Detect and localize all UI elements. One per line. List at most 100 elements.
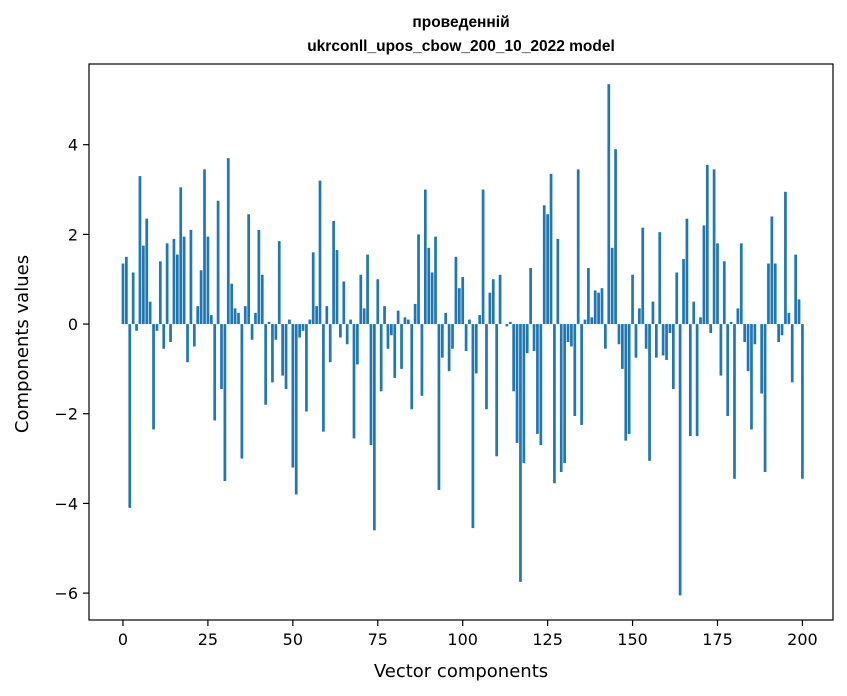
bar-134	[576, 169, 580, 325]
y-tick-label: −2	[54, 405, 78, 424]
bar-128	[556, 238, 560, 325]
bar-61	[328, 324, 332, 363]
bar-73	[369, 324, 373, 446]
plot-area-frame	[88, 63, 834, 621]
bar-114	[508, 321, 512, 325]
bar-76	[379, 324, 383, 392]
bar-97	[451, 324, 454, 349]
bar-109	[491, 279, 495, 325]
bar-159	[661, 324, 665, 356]
bar-174	[712, 169, 716, 325]
bar-71	[362, 308, 366, 325]
bar-158	[658, 232, 662, 325]
bar-156	[651, 301, 655, 325]
bar-87	[417, 234, 420, 325]
bar-29	[220, 324, 223, 390]
bar-9	[152, 324, 155, 430]
bar-154	[644, 324, 648, 349]
bar-197	[790, 324, 794, 383]
bar-36	[243, 306, 247, 325]
bar-63	[335, 250, 339, 325]
bar-1	[125, 256, 128, 325]
bar-43	[267, 321, 271, 325]
bar-78	[386, 324, 390, 349]
bar-153	[641, 227, 645, 325]
bar-139	[593, 290, 597, 325]
bar-8	[148, 301, 152, 325]
bar-117	[519, 324, 522, 582]
bar-150	[631, 274, 634, 325]
bar-190	[767, 263, 770, 325]
bar-94	[440, 324, 444, 358]
y-tick-label: 2	[68, 225, 78, 244]
bar-184	[746, 324, 750, 372]
bar-49	[288, 319, 291, 325]
bar-5	[138, 176, 142, 325]
x-tick-label: 175	[702, 630, 733, 649]
bar-40	[257, 229, 261, 325]
bar-70	[359, 274, 363, 325]
x-axis-label: Vector components	[374, 661, 548, 682]
bar-72	[366, 254, 369, 325]
bar-113	[505, 324, 509, 327]
bar-35	[240, 324, 244, 459]
bar-180	[733, 324, 736, 479]
bar-91	[430, 272, 434, 325]
bar-68	[352, 324, 356, 439]
bar-81	[396, 310, 400, 325]
bar-157	[654, 324, 658, 358]
bar-58	[318, 180, 322, 325]
bar-168	[692, 301, 696, 325]
bar-30	[223, 324, 227, 481]
bar-92	[434, 236, 437, 325]
bar-178	[726, 324, 730, 416]
bar-100	[461, 276, 465, 325]
bar-163	[675, 272, 679, 325]
bar-13	[165, 243, 169, 325]
bar-124	[542, 205, 546, 325]
bar-146	[617, 324, 621, 345]
bar-118	[522, 324, 526, 464]
bar-161	[668, 324, 672, 334]
bar-189	[763, 324, 767, 473]
x-tick-label: 25	[198, 630, 218, 649]
bar-192	[773, 263, 777, 325]
bars-group	[121, 84, 804, 596]
bar-123	[539, 324, 543, 446]
bar-19	[186, 324, 189, 363]
bar-25	[206, 236, 210, 325]
bar-106	[481, 189, 485, 325]
bar-84	[406, 319, 410, 325]
bar-133	[573, 324, 577, 416]
bar-122	[536, 324, 539, 434]
bar-31	[226, 158, 230, 325]
bar-89	[423, 189, 427, 325]
bar-152	[638, 308, 641, 325]
bar-166	[685, 218, 689, 325]
bar-99	[457, 288, 461, 325]
bar-101	[464, 324, 468, 351]
bar-86	[413, 303, 417, 325]
bar-120	[529, 268, 532, 325]
bar-136	[583, 319, 587, 325]
x-tick-label: 75	[368, 630, 388, 649]
bar-103	[471, 324, 475, 529]
bar-147	[621, 324, 624, 369]
bar-69	[356, 324, 359, 365]
bar-0	[121, 263, 125, 325]
bar-162	[671, 324, 675, 390]
bar-129	[559, 324, 563, 473]
bar-21	[192, 324, 196, 347]
bar-48	[284, 324, 288, 390]
bar-119	[525, 324, 529, 354]
bar-149	[627, 324, 631, 434]
bar-186	[753, 324, 757, 345]
bar-45	[274, 324, 278, 340]
bar-185	[750, 324, 753, 430]
bar-88	[420, 324, 424, 396]
bar-135	[580, 324, 583, 425]
bar-198	[794, 254, 797, 325]
bar-107	[485, 324, 488, 410]
bar-108	[488, 292, 492, 325]
